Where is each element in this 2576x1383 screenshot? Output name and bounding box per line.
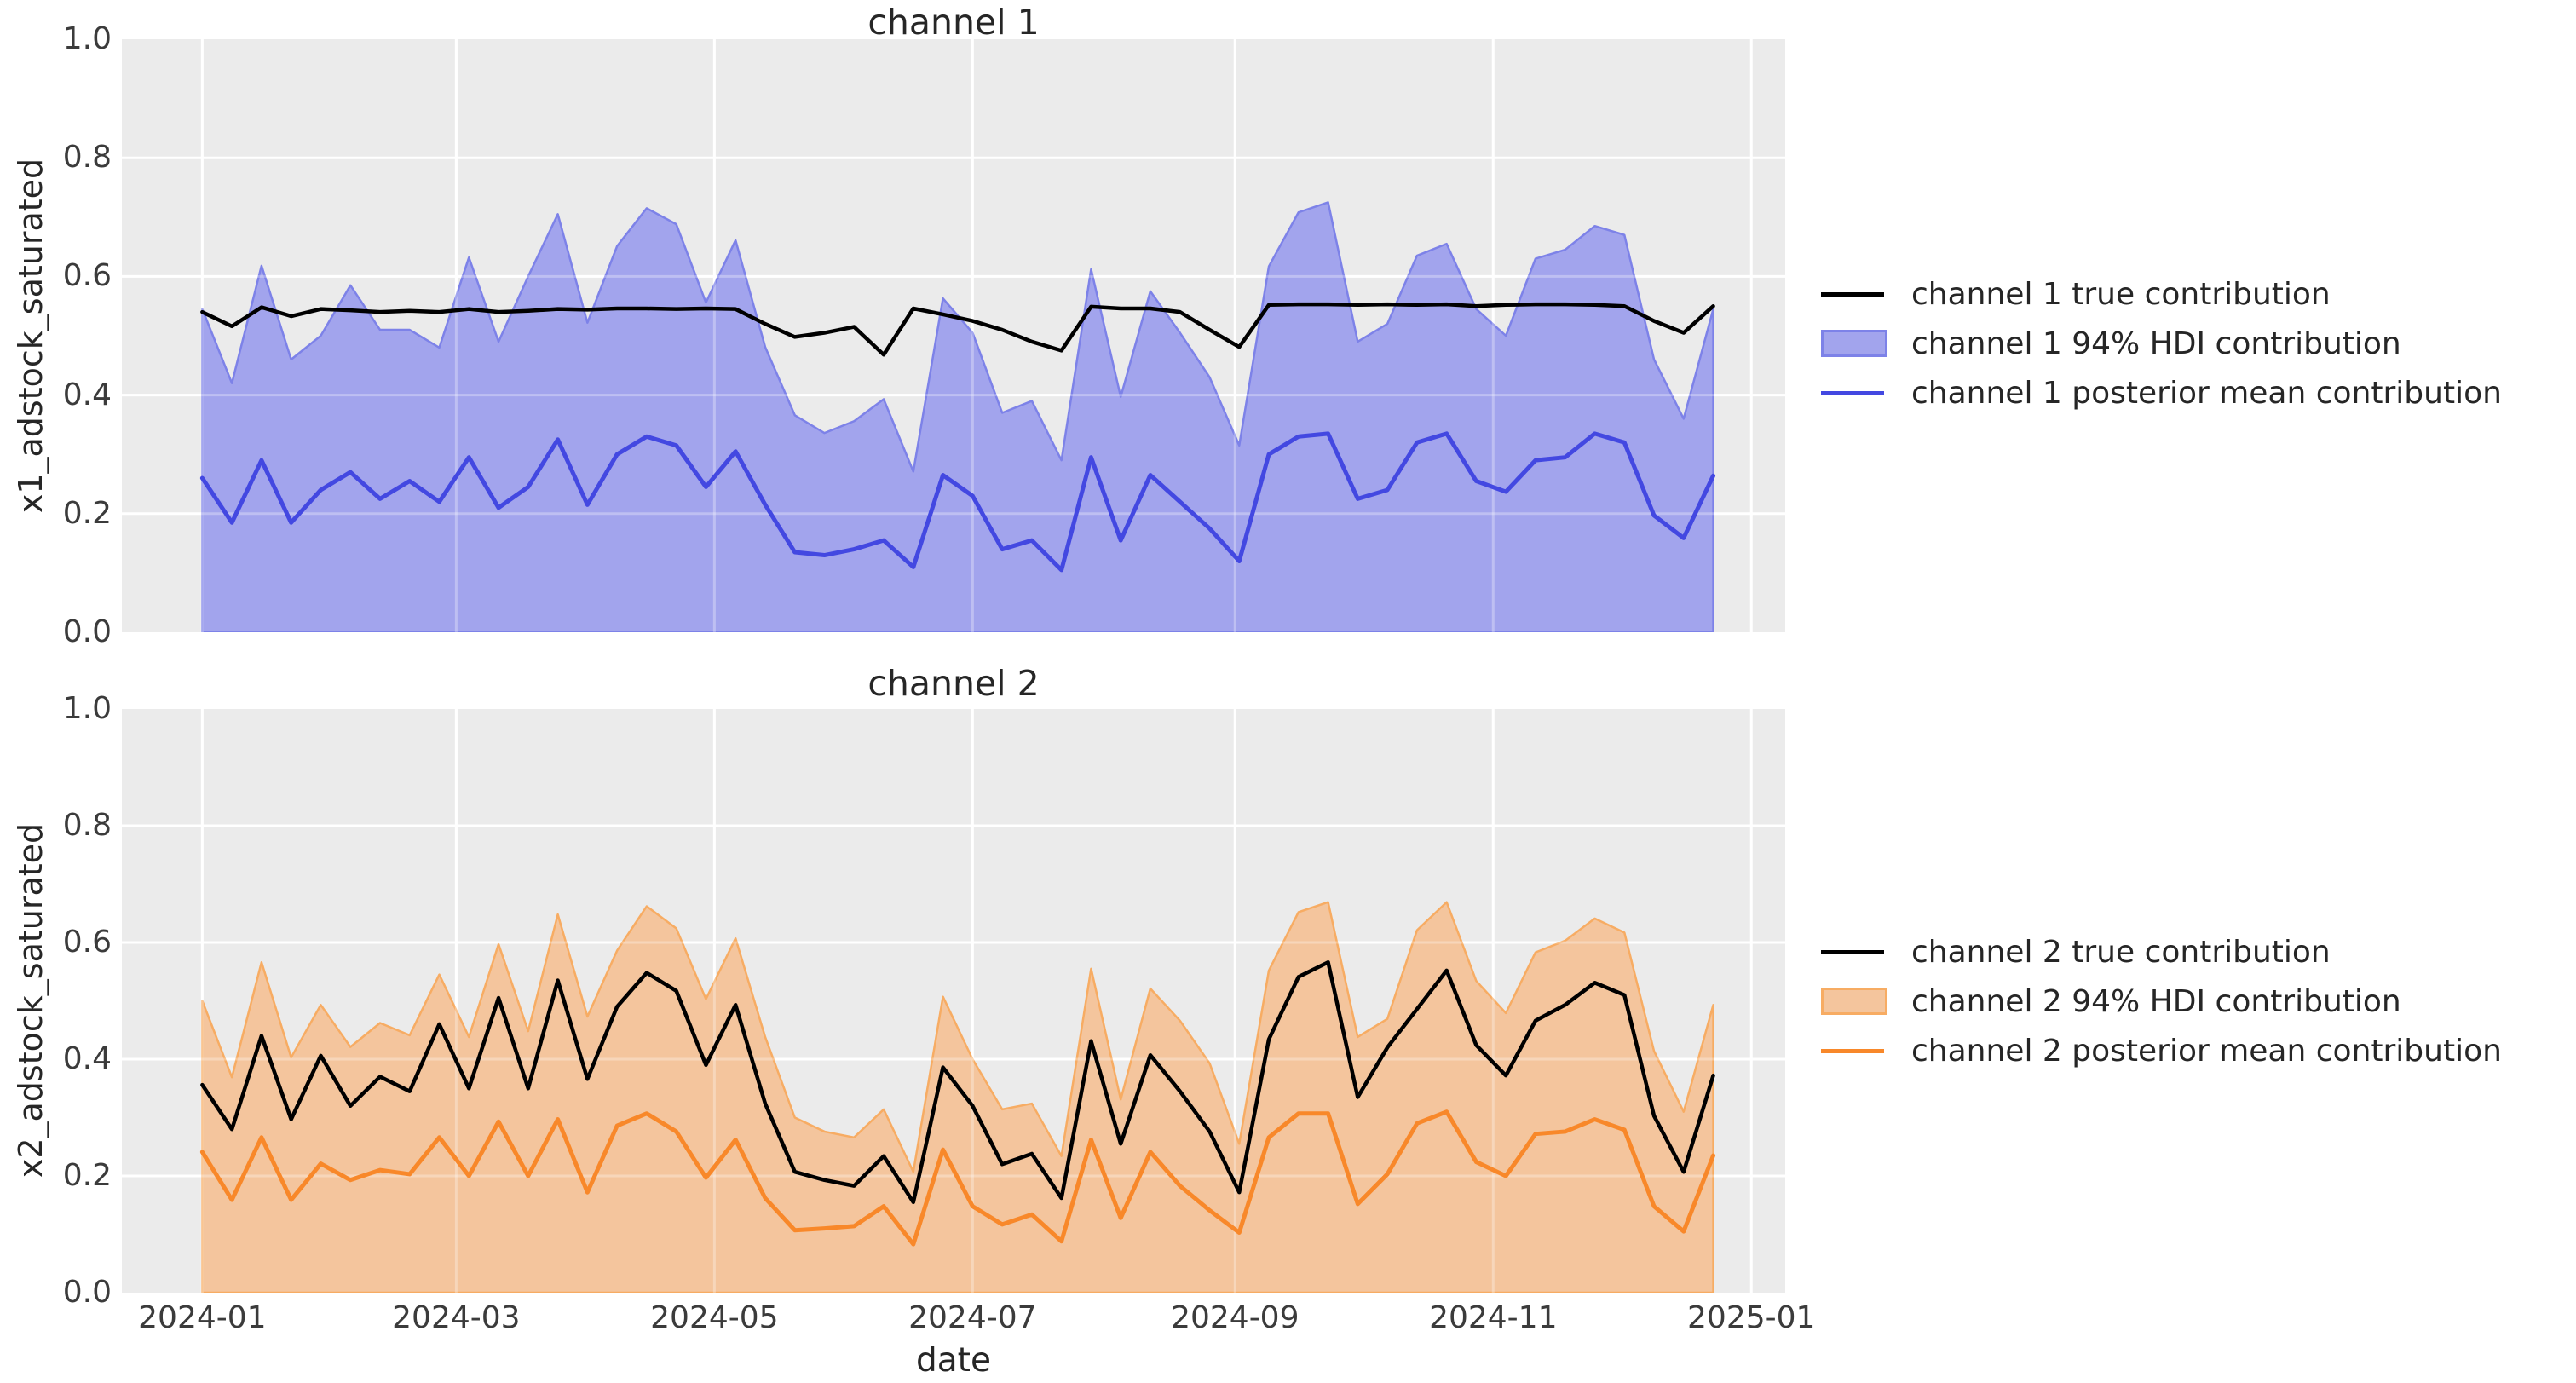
x-tick-label: 2024-07 (908, 1300, 1037, 1335)
y-tick-label: 0.8 (62, 808, 112, 843)
orange-line-icon (1821, 1048, 1884, 1053)
x-tick-label: 2024-11 (1429, 1300, 1558, 1335)
chart1-title: channel 1 (867, 2, 1040, 43)
legend-entry-posterior: channel 1 posterior mean contribution (1821, 368, 2502, 418)
band-swatch-icon (1821, 988, 1887, 1015)
chart1-y-axis-label: x1_adstock_saturated (12, 158, 49, 514)
legend-label: channel 1 94% HDI contribution (1911, 326, 2401, 361)
legend-label: channel 1 posterior mean contribution (1911, 375, 2502, 411)
legend-entry-true: channel 1 true contribution (1821, 269, 2502, 319)
y-tick-label: 0.6 (62, 258, 112, 294)
blue-line-icon (1821, 390, 1884, 395)
chart1-plot-area (122, 39, 1785, 632)
x-tick-label: 2024-05 (650, 1300, 779, 1335)
chart2-y-axis-label: x2_adstock_saturated (12, 822, 49, 1178)
true-line-sample (1821, 291, 1887, 297)
posterior-line-sample (1821, 390, 1887, 395)
legend-entry-posterior: channel 2 posterior mean contribution (1821, 1026, 2502, 1075)
chart2-title: channel 2 (867, 663, 1040, 704)
black-line-icon (1821, 291, 1884, 297)
legend-entry-hdi: channel 2 94% HDI contribution (1821, 977, 2502, 1026)
legend-entry-hdi: channel 1 94% HDI contribution (1821, 319, 2502, 368)
x-tick-label: 2025-01 (1687, 1300, 1816, 1335)
chart1-legend: channel 1 true contribution channel 1 94… (1821, 269, 2502, 418)
legend-label: channel 1 true contribution (1911, 276, 2331, 312)
chart2-legend: channel 2 true contribution channel 2 94… (1821, 927, 2502, 1075)
y-tick-label: 0.6 (62, 925, 112, 959)
y-tick-label: 0.0 (62, 614, 112, 649)
y-tick-label: 0.4 (62, 377, 112, 412)
x-tick-label: 2024-01 (138, 1300, 267, 1335)
x-tick-label: 2024-03 (392, 1300, 521, 1335)
y-tick-label: 0.2 (62, 1158, 112, 1193)
y-tick-label: 0.4 (62, 1041, 112, 1076)
y-tick-label: 1.0 (62, 691, 112, 726)
legend-label: channel 2 true contribution (1911, 934, 2331, 970)
band-swatch-icon (1821, 330, 1887, 357)
y-tick-label: 1.0 (62, 21, 112, 56)
x-axis-label: date (916, 1341, 991, 1380)
legend-entry-true: channel 2 true contribution (1821, 927, 2502, 977)
true-line-sample (1821, 949, 1887, 954)
x-tick-label: 2024-09 (1171, 1300, 1300, 1335)
legend-label: channel 2 94% HDI contribution (1911, 983, 2401, 1019)
posterior-line-sample (1821, 1048, 1887, 1053)
y-tick-label: 0.2 (62, 495, 112, 531)
hdi-patch-sample (1821, 330, 1887, 357)
legend-label: channel 2 posterior mean contribution (1911, 1033, 2502, 1069)
y-tick-label: 0.0 (62, 1275, 112, 1310)
chart2-plot-area (122, 709, 1785, 1293)
y-tick-label: 0.8 (62, 140, 112, 176)
black-line-icon (1821, 949, 1884, 954)
hdi-patch-sample (1821, 988, 1887, 1015)
